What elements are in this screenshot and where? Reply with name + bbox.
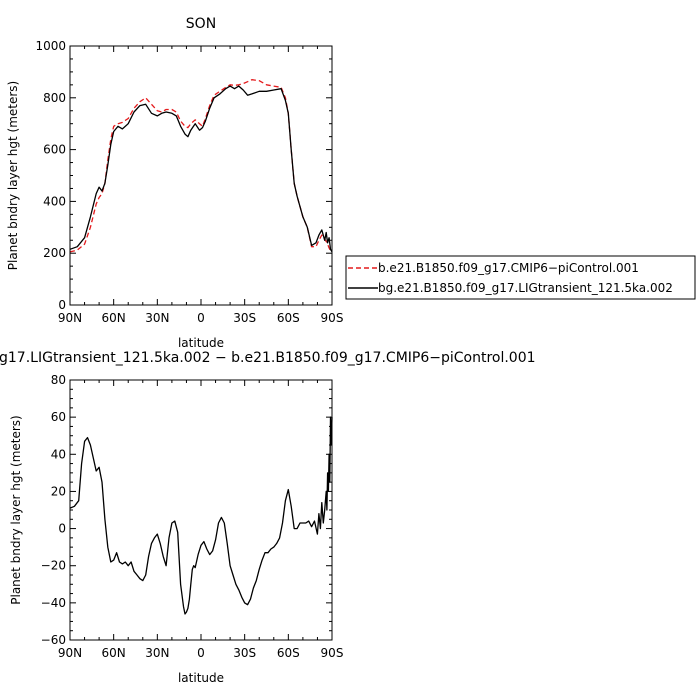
top-xtick-label: 60N — [102, 311, 126, 325]
top-xtick-label: 30S — [233, 311, 256, 325]
bottom-xtick-label: 30N — [145, 646, 169, 660]
bottom-ytick-label: 0 — [58, 522, 66, 536]
top-ytick-label: 800 — [43, 91, 66, 105]
bottom-panel: bg.e21.B1850.f09_g17.LIGtransient_121.5k… — [0, 350, 536, 685]
bottom-ytick-label: 40 — [51, 447, 66, 461]
bottom-xtick-label: 30S — [233, 646, 256, 660]
top-xtick-label: 30N — [145, 311, 169, 325]
bottom-ytick-label: −20 — [41, 559, 66, 573]
top-panel-ticks: 90N 60N 30N 0 30S 60S 90S 0 200 400 600 800 1000 — [35, 39, 343, 325]
bottom-panel-series — [69, 416, 333, 615]
top-panel-xlabel: latitude — [178, 336, 224, 350]
bottom-xtick-label: 0 — [197, 646, 205, 660]
bottom-xtick-label: 90N — [58, 646, 82, 660]
top-ytick-label: 200 — [43, 246, 66, 260]
bottom-panel-title: bg.e21.B1850.f09_g17.LIGtransient_121.5k… — [0, 350, 536, 366]
legend: b.e21.B1850.f09_g17.CMIP6−piControl.001 … — [345, 255, 696, 300]
top-panel-ylabel: Planet bndry layer hgt (meters) — [6, 81, 20, 271]
bottom-panel-frame — [69, 379, 333, 641]
top-ytick-label: 600 — [43, 143, 66, 157]
bottom-panel-xlabel: latitude — [178, 671, 224, 685]
top-panel-series — [69, 79, 333, 253]
top-xtick-label: 60S — [277, 311, 300, 325]
top-xtick-label: 90S — [321, 311, 344, 325]
legend-label-control: b.e21.B1850.f09_g17.CMIP6−piControl.001 — [378, 261, 639, 275]
top-ytick-label: 0 — [58, 298, 66, 312]
bottom-panel-ylabel: Planet bndry layer hgt (meters) — [9, 415, 23, 605]
top-ytick-label: 1000 — [35, 39, 66, 53]
bottom-series-line-0 — [69, 416, 333, 615]
top-panel-frame — [69, 45, 333, 306]
bottom-ytick-label: 60 — [51, 410, 66, 424]
bottom-xtick-label: 60S — [277, 646, 300, 660]
bottom-ytick-label: −60 — [41, 633, 66, 647]
bottom-xtick-label: 60N — [102, 646, 126, 660]
top-xtick-label: 90N — [58, 311, 82, 325]
bottom-ytick-label: 20 — [51, 484, 66, 498]
top-ytick-label: 400 — [43, 194, 66, 208]
bottom-xtick-label: 90S — [321, 646, 344, 660]
top-panel: SON 90N 60N 30N 0 30S 60S 90S 0 200 400 600 800 1000… — [6, 16, 343, 350]
legend-label-transient: bg.e21.B1850.f09_g17.LIGtransient_121.5k… — [378, 281, 673, 295]
bottom-ytick-label: −40 — [41, 596, 66, 610]
top-panel-title: SON — [186, 16, 216, 32]
bottom-ytick-label: 80 — [51, 373, 66, 387]
top-series-line-1 — [69, 85, 333, 253]
bottom-panel-ticks: 90N 60N 30N 0 30S 60S 90S −60 −40 −20 0 20 40 60 80 — [41, 373, 344, 660]
legend-box — [345, 255, 696, 300]
top-xtick-label: 0 — [197, 311, 205, 325]
